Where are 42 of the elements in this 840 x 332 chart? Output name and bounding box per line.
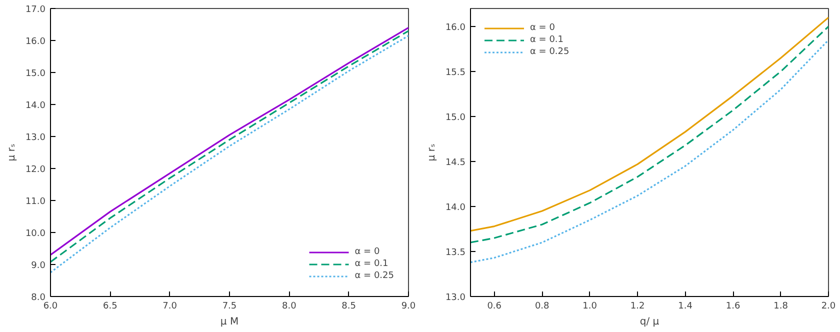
x-tick-label: 7.5 [222, 302, 237, 312]
x-axis-title: μ M [220, 316, 239, 328]
y-tick-label: 9.0 [31, 261, 46, 271]
legend-label: α = 0 [354, 246, 380, 258]
y-tick-label: 14.0 [445, 203, 466, 213]
x-tick-label: 6.5 [103, 302, 118, 312]
y-tick-label: 13.5 [445, 248, 466, 258]
x-tick-label: 1.0 [582, 302, 598, 312]
y-tick-label: 13.0 [25, 133, 46, 143]
x-axis-title: q/ μ [640, 316, 660, 328]
x-tick-label: 2.0 [821, 302, 836, 312]
y-axis-title: μ rₛ [6, 144, 18, 162]
legend-label: α = 0.25 [354, 270, 394, 282]
x-tick-label: 8.0 [282, 302, 297, 312]
y-tick-label: 17.0 [25, 5, 46, 15]
y-axis-title: μ rₛ [426, 144, 438, 162]
y-tick-label: 10.0 [25, 229, 46, 239]
x-tick-label: 1.8 [774, 302, 788, 312]
y-tick-label: 14.5 [445, 158, 466, 168]
x-tick-label: 8.5 [342, 302, 356, 312]
legend-label: α = 0.25 [530, 46, 570, 58]
y-tick-label: 11.0 [25, 197, 46, 207]
x-tick-label: 9.0 [401, 302, 416, 312]
x-tick-label: 1.2 [630, 302, 645, 312]
y-tick-label: 16.0 [445, 23, 466, 33]
y-tick-label: 12.0 [25, 165, 46, 175]
y-tick-label: 15.0 [25, 69, 46, 79]
y-tick-label: 8.0 [31, 293, 46, 303]
y-tick-label: 13.0 [445, 293, 466, 303]
x-tick-label: 6.0 [43, 302, 58, 312]
legend-label: α = 0.1 [530, 34, 564, 46]
y-tick-label: 15.5 [445, 68, 466, 78]
y-tick-label: 15.0 [445, 113, 466, 123]
x-tick-label: 0.8 [534, 302, 550, 312]
legend-label: α = 0.1 [354, 258, 388, 270]
x-tick-label: 1.4 [678, 302, 693, 312]
legend-label: α = 0 [530, 22, 555, 34]
x-tick-label: 1.6 [726, 302, 740, 312]
x-tick-label: 0.6 [487, 302, 502, 312]
y-tick-label: 14.0 [25, 101, 46, 111]
y-tick-label: 16.0 [25, 37, 46, 47]
x-tick-label: 7.0 [162, 302, 178, 312]
